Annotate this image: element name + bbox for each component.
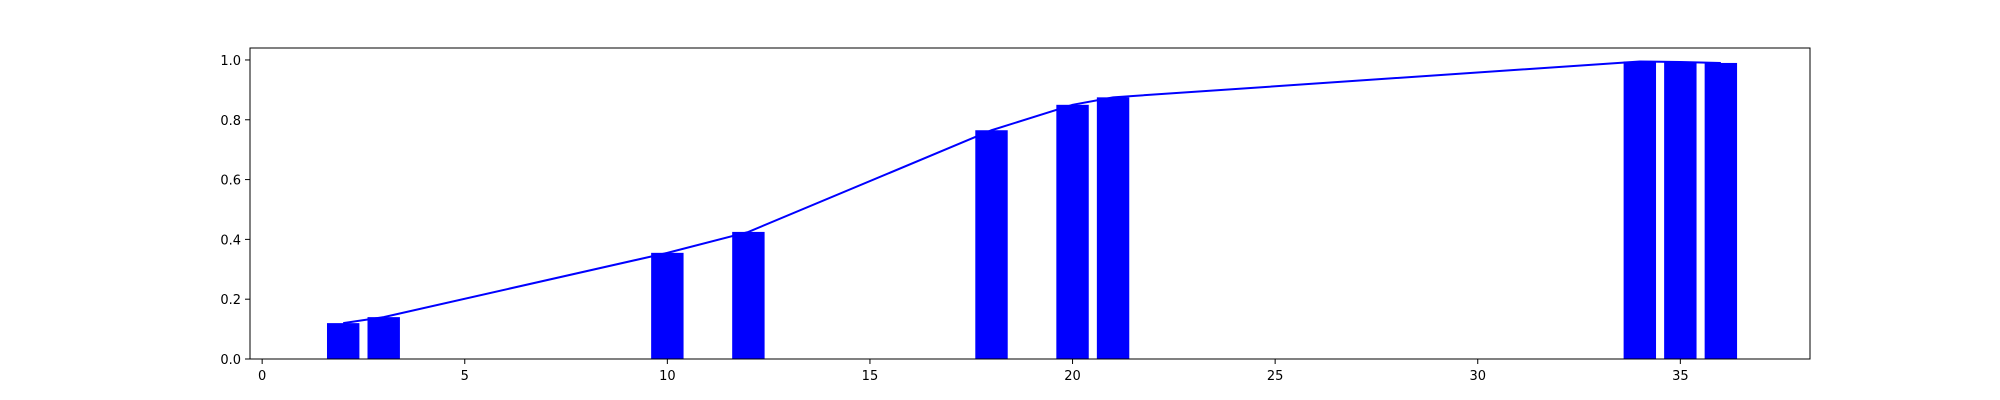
bar [732, 231, 765, 359]
x-tick-label: 10 [659, 369, 676, 384]
bar [1623, 61, 1657, 360]
bar [326, 323, 360, 359]
x-axis: 0 5 10 15 20 25 30 35 [258, 359, 1689, 384]
line-layer [343, 60, 1721, 325]
bar [367, 317, 400, 359]
y-tick-label: 0.4 [220, 233, 241, 248]
y-tick-label: 0.2 [220, 293, 241, 308]
y-tick-label: 0.8 [220, 114, 241, 129]
x-tick-label: 35 [1672, 369, 1689, 384]
x-tick-label: 15 [862, 369, 879, 384]
y-tick-label: 0.0 [220, 353, 241, 368]
x-tick-label: 0 [258, 369, 266, 384]
bars-layer [326, 61, 1738, 360]
y-axis: 0.0 0.2 0.4 0.6 0.8 1.0 [220, 54, 250, 368]
x-tick-label: 20 [1064, 369, 1081, 384]
y-tick-label: 0.6 [220, 174, 241, 189]
y-tick-label: 1.0 [220, 54, 241, 69]
bar [1664, 62, 1697, 359]
bar [975, 130, 1008, 359]
plot-frame [249, 47, 1811, 360]
bar [651, 252, 684, 359]
x-tick-label: 5 [461, 369, 469, 384]
x-tick-label: 30 [1469, 369, 1486, 384]
bar [1056, 104, 1089, 359]
bar [1704, 62, 1738, 359]
x-tick-label: 25 [1267, 369, 1284, 384]
series-line [343, 60, 1721, 325]
bar [1096, 97, 1130, 360]
